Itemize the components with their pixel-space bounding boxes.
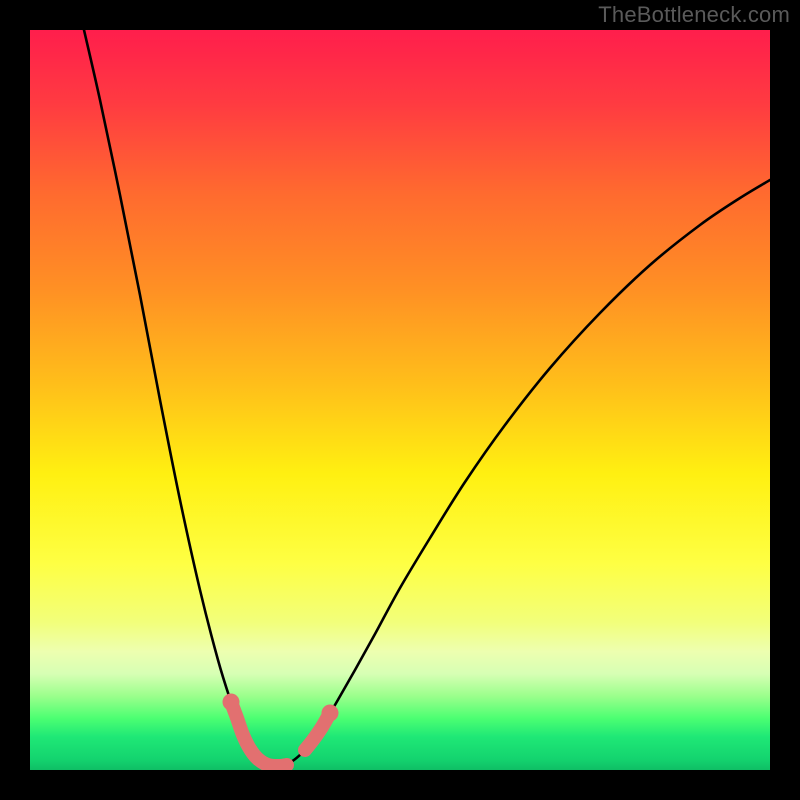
endpoint-dot	[223, 694, 240, 711]
bottleneck-curve-chart	[30, 30, 770, 770]
chart-frame: TheBottleneck.com	[0, 0, 800, 800]
endpoint-dot	[322, 705, 339, 722]
gradient-background	[30, 30, 770, 770]
plot-container	[30, 30, 770, 770]
watermark-text: TheBottleneck.com	[598, 2, 790, 28]
